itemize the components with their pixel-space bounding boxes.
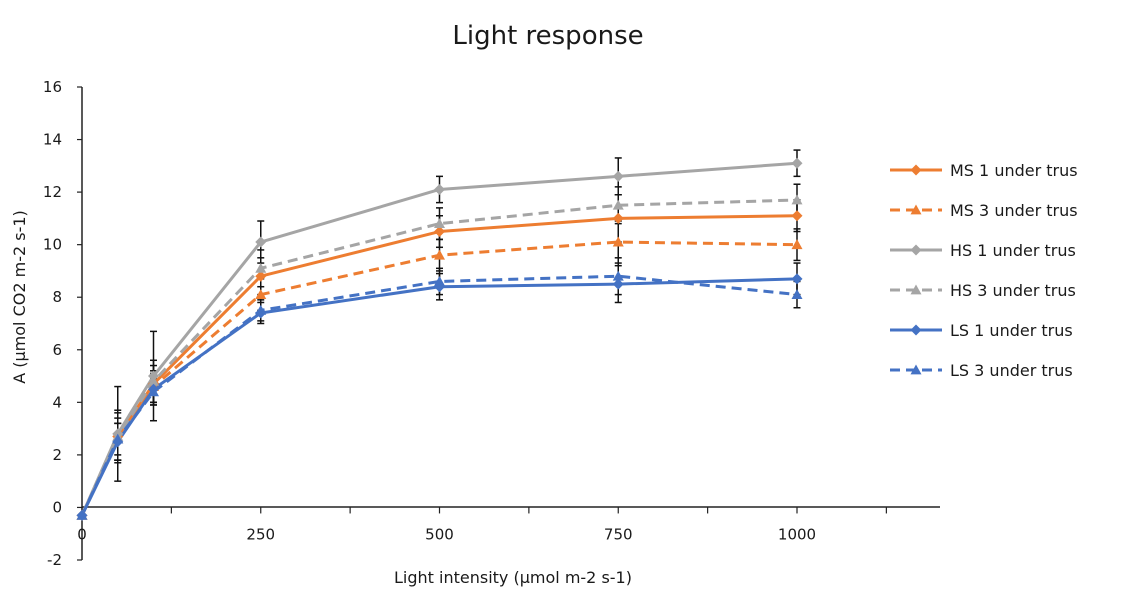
series-markers bbox=[76, 157, 803, 521]
data-point bbox=[791, 157, 803, 169]
data-point bbox=[76, 509, 88, 520]
data-point bbox=[148, 386, 159, 397]
legend-label: HS 1 under trus bbox=[950, 241, 1076, 260]
data-point bbox=[791, 210, 803, 222]
y-tick-label: 4 bbox=[52, 393, 62, 411]
data-point bbox=[112, 433, 124, 444]
legend: MS 1 under trus MS 3 under trus HS 1 under… bbox=[890, 161, 1078, 380]
x-tick-label: 0 bbox=[77, 525, 87, 543]
data-point bbox=[255, 304, 267, 315]
x-tick-label: 750 bbox=[604, 525, 633, 543]
y-tick-label: 0 bbox=[52, 498, 62, 516]
data-point bbox=[148, 375, 159, 386]
y-tick-label: 8 bbox=[52, 288, 62, 306]
data-point bbox=[255, 289, 267, 299]
data-point bbox=[434, 275, 445, 286]
y-tick-label: -2 bbox=[47, 551, 62, 569]
y-tick-label: 14 bbox=[43, 131, 62, 149]
legend-label: MS 1 under trus bbox=[950, 161, 1078, 180]
data-point bbox=[791, 194, 803, 205]
chart-title: Light response bbox=[452, 21, 643, 51]
legend-swatch-marker bbox=[910, 204, 922, 215]
legend-swatch-marker bbox=[910, 364, 922, 375]
y-tick-label: 12 bbox=[43, 183, 62, 201]
x-tick-label: 1000 bbox=[778, 525, 816, 543]
data-point bbox=[612, 212, 624, 224]
data-point bbox=[434, 183, 445, 195]
x-axis-title: Light intensity (µmol m-2 s-1) bbox=[394, 568, 632, 587]
data-point bbox=[612, 236, 624, 247]
data-point bbox=[791, 289, 803, 299]
legend-swatch-marker bbox=[910, 244, 922, 256]
y-axis-title: A (µmol CO2 m-2 s-1) bbox=[10, 210, 29, 384]
legend-swatch-marker bbox=[910, 324, 922, 336]
series-line-4 bbox=[80, 277, 798, 516]
data-point bbox=[791, 273, 803, 285]
legend-swatch-marker bbox=[910, 284, 922, 295]
legend-label: LS 3 under trus bbox=[950, 361, 1073, 380]
x-tick-label: 250 bbox=[246, 525, 275, 543]
y-tick-label: 16 bbox=[43, 78, 62, 96]
legend-label: LS 1 under trus bbox=[950, 321, 1073, 340]
data-point bbox=[255, 236, 267, 248]
y-ticks: -2 0 2 4 6 8 10 12 14 16 bbox=[43, 78, 82, 569]
axes bbox=[81, 87, 940, 560]
x-tick-label: 500 bbox=[425, 525, 454, 543]
data-point bbox=[255, 262, 267, 273]
y-tick-label: 2 bbox=[52, 446, 62, 464]
data-point bbox=[612, 270, 624, 281]
legend-label: MS 3 under trus bbox=[950, 201, 1078, 220]
data-point bbox=[612, 199, 624, 210]
data-point bbox=[434, 226, 445, 238]
series-line-5 bbox=[80, 274, 798, 516]
y-tick-label: 10 bbox=[43, 236, 62, 254]
data-point bbox=[612, 278, 624, 290]
legend-swatch-marker bbox=[910, 164, 922, 176]
legend-label: HS 3 under trus bbox=[950, 281, 1076, 300]
data-point bbox=[612, 170, 624, 182]
data-point bbox=[791, 239, 803, 250]
y-tick-label: 6 bbox=[52, 341, 62, 359]
data-point bbox=[434, 218, 445, 229]
data-point bbox=[434, 249, 445, 260]
data-point bbox=[255, 270, 267, 282]
x-ticks: 0 250 500 750 1000 bbox=[77, 507, 887, 543]
